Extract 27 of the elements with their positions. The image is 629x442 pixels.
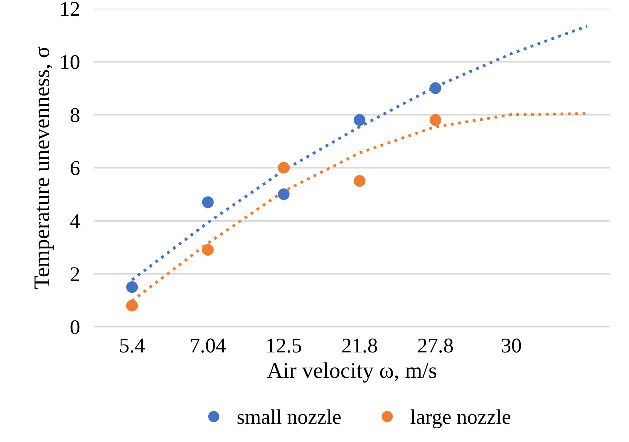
- y-tick-label: 0: [70, 320, 80, 335]
- y-tick-label: 10: [61, 55, 80, 70]
- point: [278, 188, 290, 200]
- point: [278, 162, 290, 174]
- y-tick-label: 12: [61, 2, 80, 16]
- x-tick-label: 7.04: [191, 338, 226, 353]
- point: [202, 244, 214, 256]
- y-tick-label: 2: [70, 267, 80, 282]
- x-axis-title: Air velocity ω, m/s: [267, 362, 437, 383]
- x-tick-label: 21.8: [342, 338, 378, 353]
- x-tick-label: 30: [502, 338, 522, 353]
- x-tick-label: 12.5: [268, 338, 302, 353]
- x-tick-label: 27.8: [418, 338, 454, 353]
- y-tick-label: 6: [70, 161, 80, 176]
- y-tick-label: 8: [70, 108, 80, 122]
- point: [126, 300, 138, 312]
- point: [354, 114, 366, 126]
- point: [126, 281, 138, 294]
- y-axis-title: Temperature unevenness, σ: [34, 46, 54, 290]
- point: [354, 175, 366, 188]
- y-tick-label: 4: [70, 214, 80, 228]
- x-tick-label: 5.4: [120, 338, 145, 353]
- point: [430, 114, 442, 126]
- point: [430, 82, 442, 94]
- legend-label: small nozzle: [238, 410, 341, 424]
- legend-label: large nozzle: [410, 410, 511, 429]
- point: [202, 196, 214, 208]
